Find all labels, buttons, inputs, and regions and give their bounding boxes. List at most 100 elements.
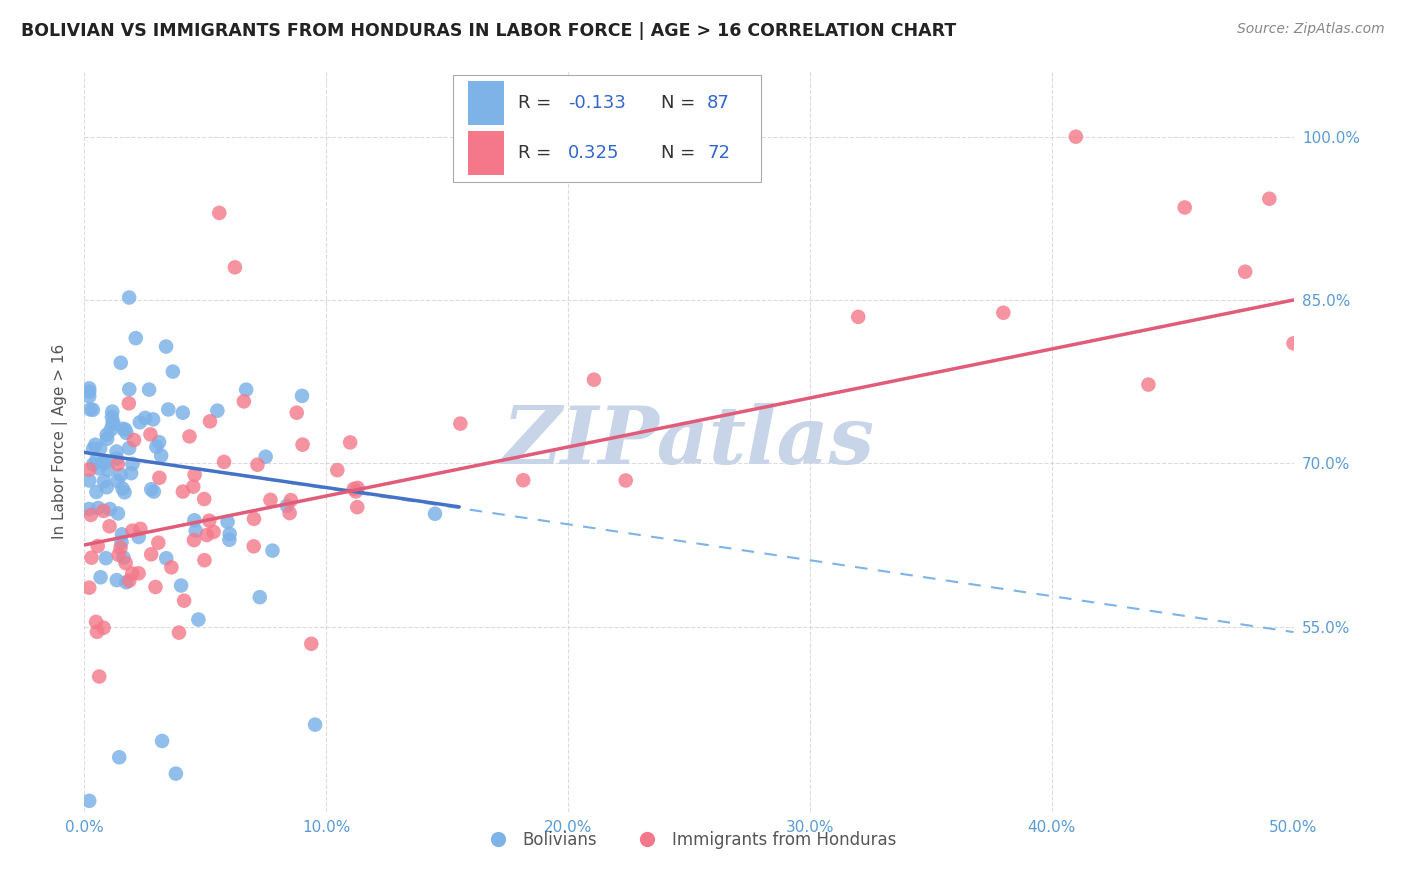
Point: [155, 551, 177, 566]
Point: [100, 423, 122, 437]
Point: [96, 427, 118, 442]
Point: [121, 566, 143, 581]
Point: [423, 507, 446, 521]
Point: [198, 414, 221, 428]
Point: [82, 402, 104, 417]
Point: [86, 485, 108, 500]
Point: [112, 550, 135, 565]
Point: [90, 570, 112, 584]
Point: [299, 637, 322, 651]
Point: [79, 402, 101, 417]
Point: [346, 481, 368, 495]
Point: [249, 590, 271, 604]
Point: [148, 435, 170, 450]
Point: [134, 410, 156, 425]
Text: N =: N =: [661, 95, 702, 112]
Point: [101, 410, 124, 425]
Point: [84, 615, 107, 629]
Point: [120, 466, 142, 480]
Point: [87, 500, 110, 515]
Point: [122, 433, 145, 447]
Point: [207, 403, 229, 417]
Point: [326, 463, 349, 477]
Point: [304, 717, 326, 731]
Point: [93, 474, 115, 488]
Point: [242, 539, 264, 553]
Point: [111, 482, 134, 496]
Point: [77, 384, 100, 399]
Point: [89, 669, 111, 683]
Point: [110, 541, 132, 555]
Point: [846, 310, 869, 324]
Point: [142, 484, 165, 499]
Point: [98, 519, 121, 533]
Point: [114, 423, 136, 437]
Point: [344, 484, 367, 499]
Point: [218, 527, 240, 541]
Point: [110, 535, 132, 549]
Point: [993, 306, 1015, 320]
Point: [449, 417, 471, 431]
Point: [195, 528, 218, 542]
Text: 0.325: 0.325: [568, 144, 620, 161]
Point: [165, 766, 187, 780]
Point: [80, 508, 103, 522]
Point: [1174, 201, 1197, 215]
Point: [77, 474, 100, 488]
Point: [145, 580, 167, 594]
Point: [218, 533, 240, 547]
Point: [96, 432, 118, 446]
Point: [512, 473, 534, 487]
Point: [118, 441, 141, 455]
Point: [1282, 336, 1305, 351]
Text: R =: R =: [519, 95, 557, 112]
Point: [183, 513, 205, 527]
Point: [162, 365, 184, 379]
Point: [77, 794, 100, 808]
Point: [183, 533, 205, 547]
Point: [115, 575, 138, 590]
Point: [128, 566, 150, 581]
Point: [150, 449, 173, 463]
Point: [105, 444, 128, 458]
Point: [107, 457, 129, 471]
Text: BOLIVIAN VS IMMIGRANTS FROM HONDURAS IN LABOR FORCE | AGE > 16 CORRELATION CHART: BOLIVIAN VS IMMIGRANTS FROM HONDURAS IN …: [21, 22, 956, 40]
Bar: [468, 81, 503, 126]
Point: [87, 461, 110, 475]
Point: [139, 427, 162, 442]
Point: [193, 491, 215, 506]
Point: [107, 548, 129, 562]
Point: [97, 463, 120, 477]
Point: [212, 455, 235, 469]
Point: [1258, 192, 1281, 206]
Point: [285, 406, 308, 420]
Point: [193, 553, 215, 567]
Point: [155, 339, 177, 353]
Point: [291, 437, 314, 451]
Point: [170, 578, 193, 592]
FancyBboxPatch shape: [453, 75, 762, 183]
Point: [105, 451, 128, 466]
Point: [77, 502, 100, 516]
Point: [77, 581, 100, 595]
Text: -0.133: -0.133: [568, 95, 626, 112]
Text: R =: R =: [519, 144, 557, 161]
Text: ZIPatlas: ZIPatlas: [503, 403, 875, 480]
Y-axis label: In Labor Force | Age > 16: In Labor Force | Age > 16: [52, 344, 69, 539]
Point: [94, 456, 117, 470]
Point: [77, 462, 100, 476]
Point: [172, 406, 194, 420]
Point: [77, 389, 100, 403]
Legend: Bolivians, Immigrants from Honduras: Bolivians, Immigrants from Honduras: [474, 824, 904, 855]
Point: [582, 373, 605, 387]
Point: [343, 482, 366, 496]
Point: [98, 502, 121, 516]
Point: [111, 422, 134, 436]
Point: [1064, 129, 1087, 144]
Point: [1137, 377, 1160, 392]
Point: [110, 467, 132, 482]
Point: [181, 480, 204, 494]
Point: [115, 425, 138, 440]
Point: [198, 514, 221, 528]
Point: [148, 471, 170, 485]
